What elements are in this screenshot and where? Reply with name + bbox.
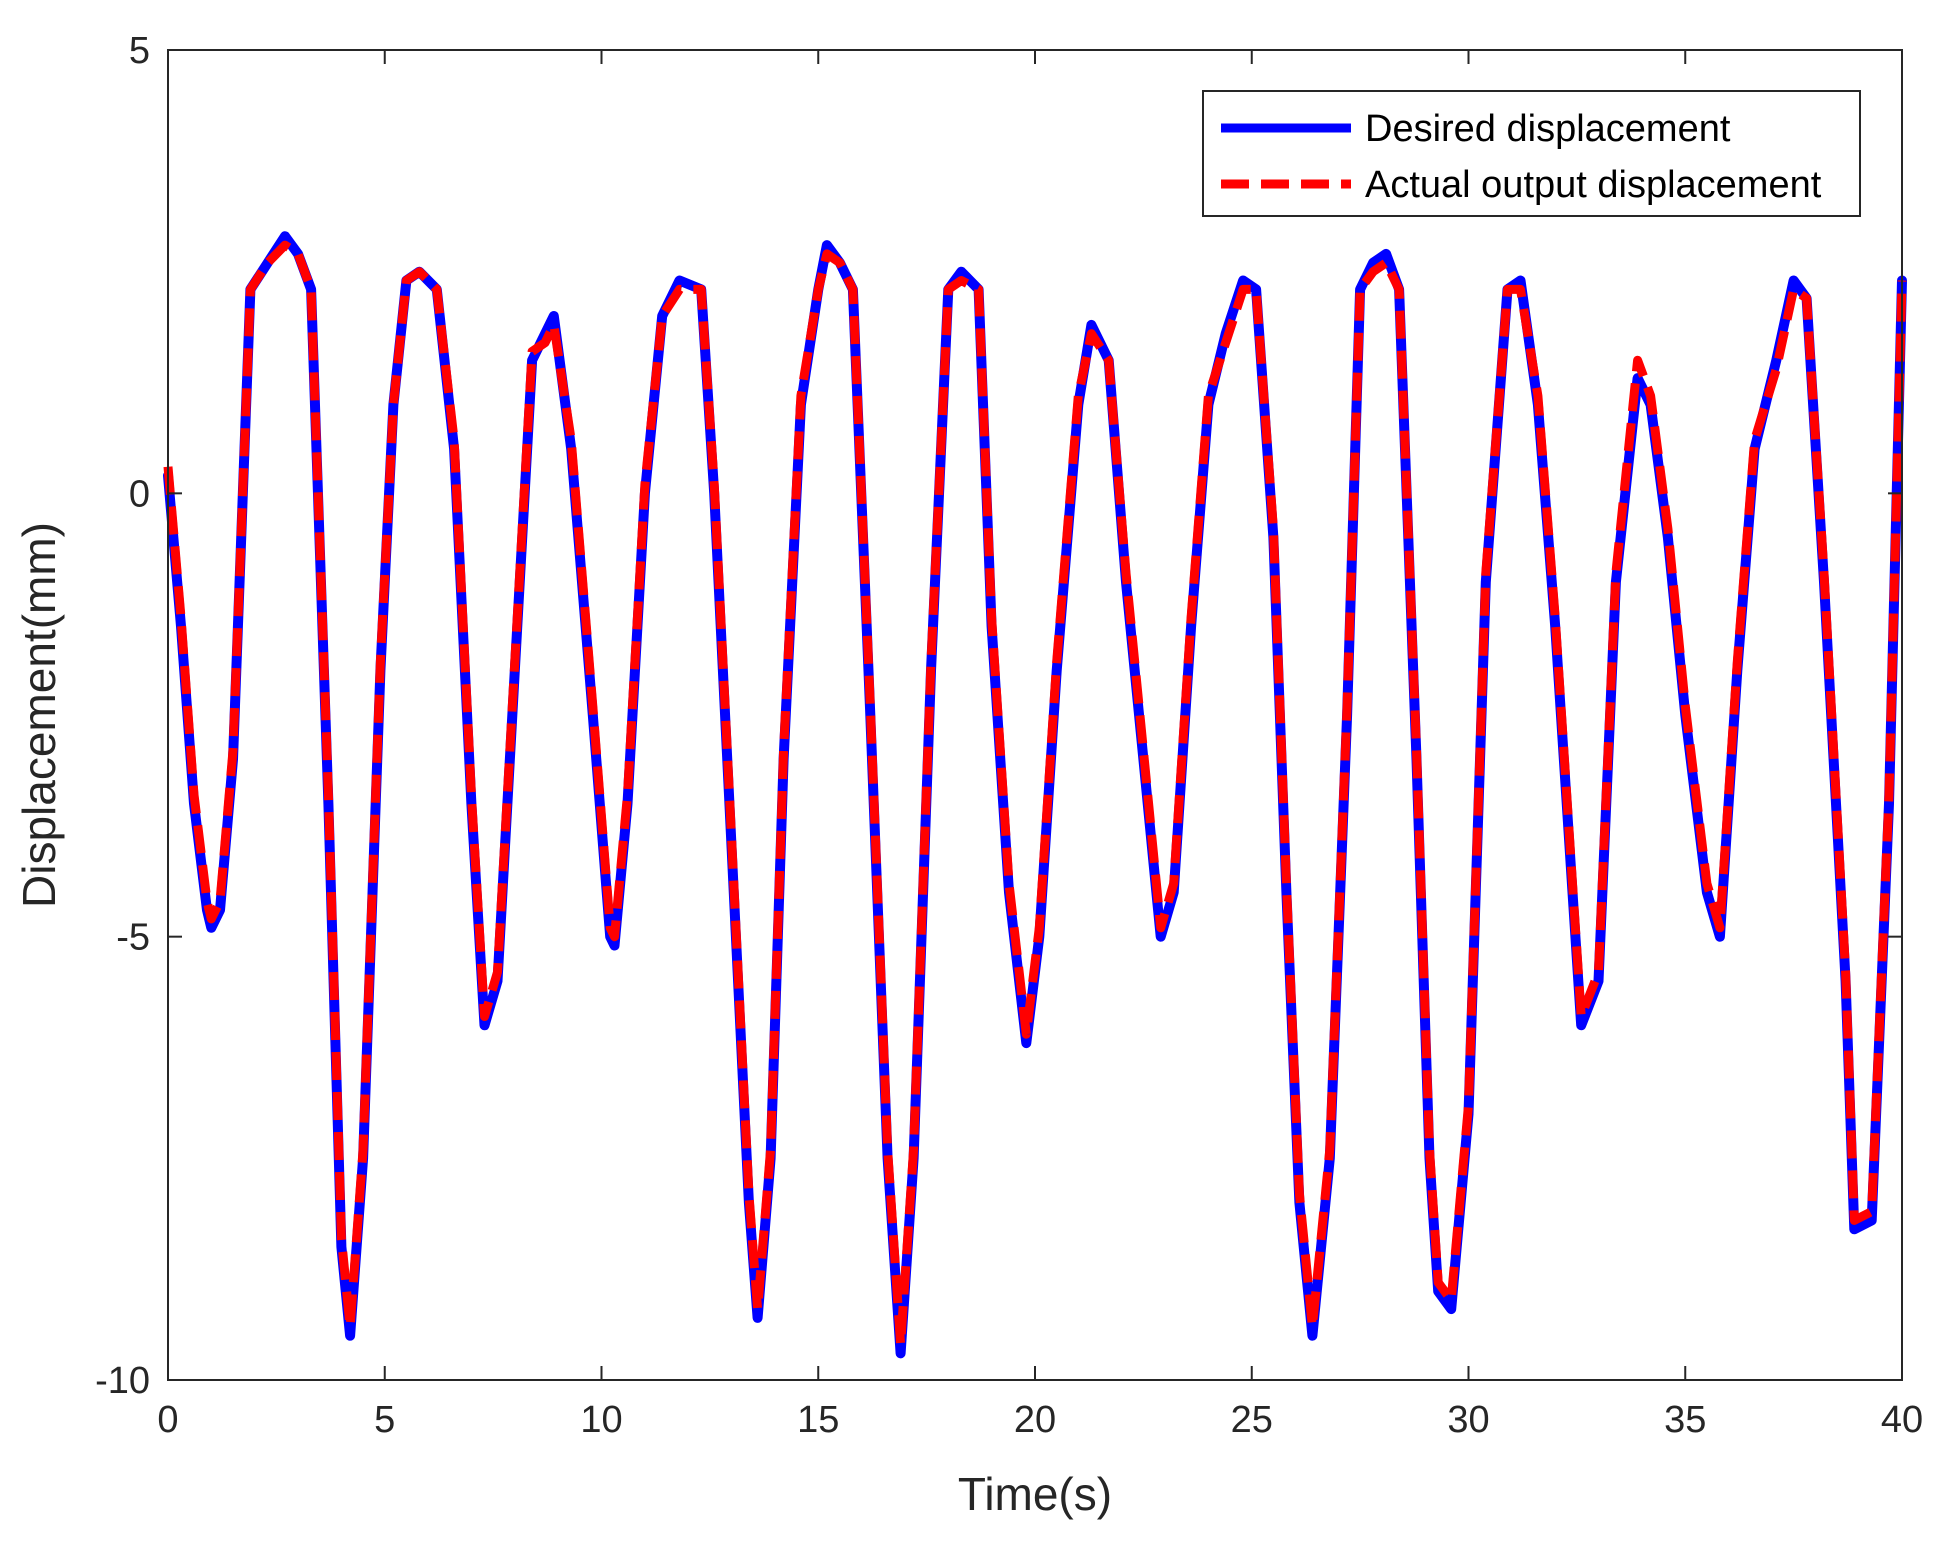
series-line-actual: [163, 240, 1907, 1349]
legend-box: [1202, 90, 1861, 217]
x-tick-label: 25: [1231, 1399, 1273, 1441]
plot-area: [168, 50, 1902, 1380]
x-tick-label: 5: [374, 1399, 395, 1441]
x-tick-label: 20: [1014, 1399, 1056, 1441]
y-tick-label: 5: [129, 30, 150, 72]
ticks-layer: 0 5 10 15 20 25 30 35 40 5 0 -5 -10: [95, 30, 1923, 1441]
x-tick-label: 40: [1881, 1399, 1923, 1441]
x-tick-label: 35: [1664, 1399, 1706, 1441]
y-tick-label: -10: [95, 1360, 150, 1402]
legend-label-desired: Desired displacement: [1365, 108, 1731, 150]
x-tick-label: 15: [797, 1399, 839, 1441]
series-layer: [163, 231, 1907, 1359]
legend-label-actual: Actual output displacement: [1365, 164, 1822, 206]
x-tick-label: 0: [157, 1399, 178, 1441]
y-axis-label: Displacement(mm): [13, 522, 65, 908]
legend: Desired displacement Actual output displ…: [1202, 90, 1861, 217]
x-axis-label: Time(s): [958, 1468, 1112, 1520]
y-tick-label: 0: [129, 473, 150, 515]
x-tick-label: 10: [580, 1399, 622, 1441]
x-tick-label: 30: [1447, 1399, 1489, 1441]
y-tick-label: -5: [116, 917, 150, 959]
